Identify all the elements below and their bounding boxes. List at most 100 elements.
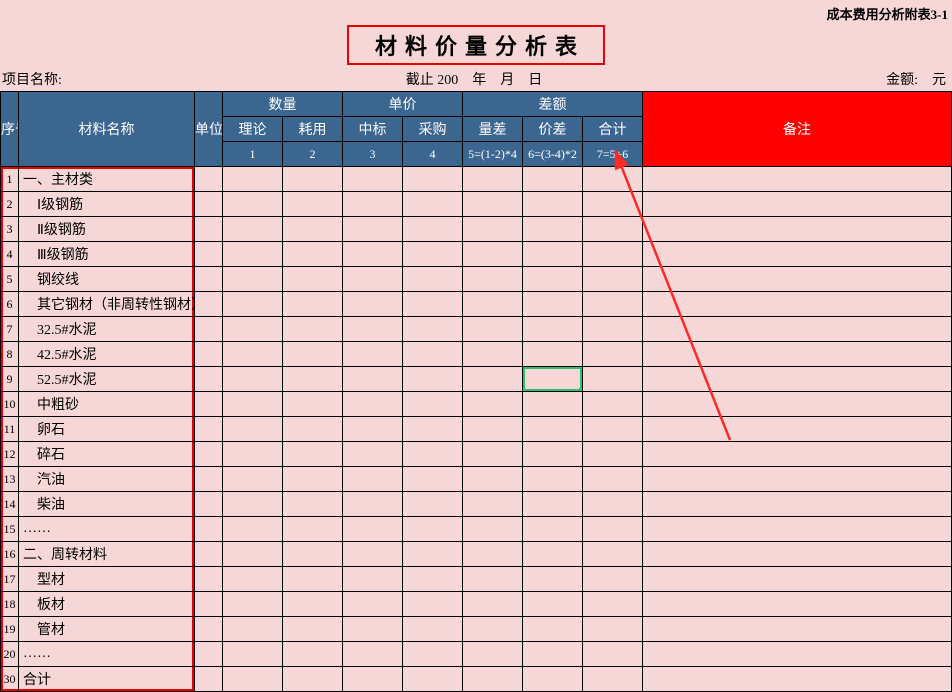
cell-data[interactable] [343, 267, 403, 292]
cell-seq[interactable]: 12 [1, 442, 19, 467]
cell-seq[interactable]: 9 [1, 367, 19, 392]
cell-seq[interactable]: 5 [1, 267, 19, 292]
cell-remark[interactable] [643, 292, 952, 317]
cell-data[interactable] [223, 567, 283, 592]
cell-data[interactable] [223, 217, 283, 242]
cell-data[interactable] [583, 267, 643, 292]
cell-data[interactable] [223, 317, 283, 342]
cell-unit[interactable] [195, 392, 223, 417]
cell-remark[interactable] [643, 342, 952, 367]
cell-data[interactable] [343, 367, 403, 392]
cell-data[interactable] [523, 542, 583, 567]
cell-data[interactable] [283, 442, 343, 467]
cell-data[interactable] [523, 242, 583, 267]
cell-name[interactable]: 板材 [19, 592, 195, 617]
cell-data[interactable] [583, 592, 643, 617]
cell-data[interactable] [523, 667, 583, 692]
cell-data[interactable] [463, 542, 523, 567]
cell-data[interactable] [403, 342, 463, 367]
cell-name[interactable]: Ⅰ级钢筋 [19, 192, 195, 217]
cell-seq[interactable]: 17 [1, 567, 19, 592]
cell-data[interactable] [523, 342, 583, 367]
cell-data[interactable] [343, 567, 403, 592]
cell-data[interactable] [403, 317, 463, 342]
cell-data[interactable] [343, 517, 403, 542]
cell-data[interactable] [343, 167, 403, 192]
cell-seq[interactable]: 20 [1, 642, 19, 667]
cell-remark[interactable] [643, 242, 952, 267]
cell-unit[interactable] [195, 217, 223, 242]
cell-data[interactable] [463, 592, 523, 617]
cell-data[interactable] [223, 542, 283, 567]
cell-name[interactable]: 柴油 [19, 492, 195, 517]
cell-remark[interactable] [643, 567, 952, 592]
cell-data[interactable] [403, 617, 463, 642]
cell-data[interactable] [403, 292, 463, 317]
cell-data[interactable] [283, 217, 343, 242]
cell-data[interactable] [523, 292, 583, 317]
cell-data[interactable] [283, 492, 343, 517]
cell-data[interactable] [223, 267, 283, 292]
cell-data[interactable] [403, 667, 463, 692]
cell-data[interactable] [523, 367, 583, 392]
cell-remark[interactable] [643, 517, 952, 542]
cell-data[interactable] [523, 492, 583, 517]
cell-data[interactable] [403, 417, 463, 442]
cell-data[interactable] [403, 592, 463, 617]
cell-data[interactable] [343, 392, 403, 417]
cell-data[interactable] [403, 242, 463, 267]
cell-unit[interactable] [195, 492, 223, 517]
cell-data[interactable] [283, 417, 343, 442]
cell-data[interactable] [223, 667, 283, 692]
cell-name[interactable]: 二、周转材料 [19, 542, 195, 567]
cell-name[interactable]: 碎石 [19, 442, 195, 467]
cell-data[interactable] [223, 292, 283, 317]
cell-name[interactable]: 42.5#水泥 [19, 342, 195, 367]
cell-data[interactable] [283, 342, 343, 367]
cell-unit[interactable] [195, 542, 223, 567]
cell-unit[interactable] [195, 667, 223, 692]
cell-seq[interactable]: 7 [1, 317, 19, 342]
cell-data[interactable] [283, 542, 343, 567]
cell-seq[interactable]: 1 [1, 167, 19, 192]
cell-unit[interactable] [195, 367, 223, 392]
cell-data[interactable] [343, 492, 403, 517]
cell-name[interactable]: 合计 [19, 667, 195, 692]
cell-data[interactable] [283, 642, 343, 667]
cell-data[interactable] [463, 617, 523, 642]
cell-data[interactable] [523, 192, 583, 217]
cell-name[interactable]: 钢绞线 [19, 267, 195, 292]
cell-data[interactable] [283, 192, 343, 217]
cell-name[interactable]: 一、主材类 [19, 167, 195, 192]
cell-remark[interactable] [643, 392, 952, 417]
cell-data[interactable] [463, 517, 523, 542]
cell-name[interactable]: 卵石 [19, 417, 195, 442]
cell-data[interactable] [343, 542, 403, 567]
cell-data[interactable] [523, 617, 583, 642]
cell-seq[interactable]: 19 [1, 617, 19, 642]
cell-data[interactable] [283, 392, 343, 417]
cell-data[interactable] [223, 342, 283, 367]
cell-data[interactable] [523, 592, 583, 617]
cell-name[interactable]: …… [19, 517, 195, 542]
cell-remark[interactable] [643, 267, 952, 292]
cell-data[interactable] [343, 192, 403, 217]
cell-data[interactable] [343, 317, 403, 342]
cell-data[interactable] [403, 642, 463, 667]
cell-name[interactable]: 汽油 [19, 467, 195, 492]
cell-data[interactable] [343, 342, 403, 367]
cell-unit[interactable] [195, 242, 223, 267]
cell-name[interactable]: 32.5#水泥 [19, 317, 195, 342]
cell-data[interactable] [223, 642, 283, 667]
cell-data[interactable] [403, 442, 463, 467]
cell-data[interactable] [583, 442, 643, 467]
cell-data[interactable] [583, 517, 643, 542]
cell-data[interactable] [283, 617, 343, 642]
cell-data[interactable] [403, 192, 463, 217]
cell-unit[interactable] [195, 467, 223, 492]
cell-seq[interactable]: 16 [1, 542, 19, 567]
cell-data[interactable] [463, 442, 523, 467]
cell-remark[interactable] [643, 442, 952, 467]
cell-data[interactable] [463, 492, 523, 517]
cell-data[interactable] [343, 417, 403, 442]
